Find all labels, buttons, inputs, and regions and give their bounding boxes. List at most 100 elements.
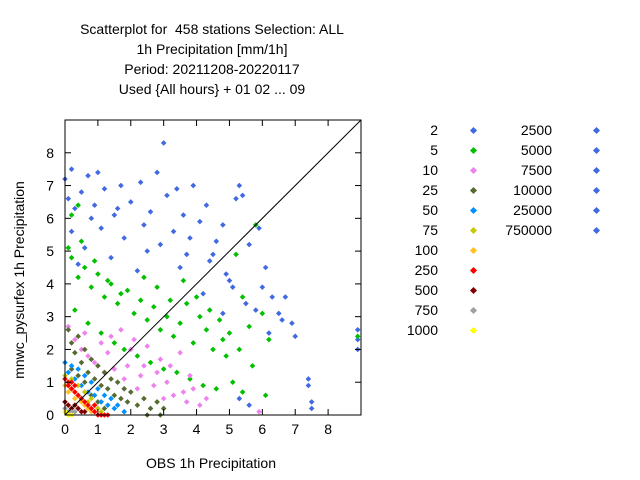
data-point [239, 192, 246, 199]
data-point [164, 379, 170, 386]
data-point [78, 382, 85, 389]
data-point [259, 310, 266, 317]
data-point [121, 376, 127, 382]
data-point [220, 336, 226, 343]
data-point [183, 300, 190, 307]
data-point [305, 382, 312, 389]
diagonal-reference-line [64, 119, 362, 416]
data-point [134, 267, 141, 274]
data-point [72, 349, 78, 356]
data-point [78, 238, 85, 245]
data-point [256, 225, 262, 231]
data-point [101, 369, 108, 376]
data-point [124, 399, 131, 405]
data-point [236, 346, 243, 353]
data-point [197, 402, 203, 408]
data-point [72, 395, 78, 402]
data-point [104, 277, 111, 284]
data-point [124, 287, 131, 294]
data-point [160, 405, 167, 412]
data-point [190, 182, 197, 189]
data-point [154, 169, 160, 176]
legend-label: 25000 [513, 202, 552, 218]
data-point [85, 369, 91, 376]
data-point [98, 225, 104, 231]
plot-area [62, 140, 361, 418]
data-point [275, 310, 282, 317]
data-point [95, 405, 101, 412]
data-point [203, 326, 210, 333]
data-point [75, 392, 81, 399]
y-tick-label: 1 [46, 374, 54, 390]
data-point [118, 326, 124, 333]
data-point [98, 399, 104, 405]
data-point [289, 320, 295, 327]
data-point [216, 317, 223, 323]
y-tick-label: 4 [46, 276, 54, 292]
data-point [170, 392, 177, 399]
data-point [121, 235, 127, 241]
data-point [134, 385, 141, 392]
data-point [114, 402, 121, 408]
data-point [85, 402, 91, 408]
data-point [75, 366, 81, 372]
data-point [354, 336, 361, 343]
data-point [187, 235, 193, 241]
data-point [81, 346, 88, 353]
data-point [256, 408, 262, 415]
data-point [85, 320, 91, 327]
data-point [154, 399, 160, 405]
data-point [121, 346, 127, 353]
legend-label: 100 [414, 242, 438, 258]
data-point [141, 363, 147, 369]
data-point [68, 363, 75, 369]
data-point [220, 310, 226, 317]
data-point [187, 372, 193, 379]
data-point [157, 241, 164, 248]
data-point [108, 254, 114, 261]
data-point [81, 330, 88, 336]
data-point [111, 212, 118, 218]
data-point [200, 382, 206, 389]
data-point [75, 333, 81, 340]
data-point [180, 389, 187, 395]
chart-title-line-4: Used {All hours} + 01 02 ... 09 [118, 81, 306, 97]
x-tick-label: 8 [324, 421, 332, 437]
data-point [88, 215, 95, 222]
data-point [144, 343, 151, 349]
data-point [164, 313, 170, 320]
data-point [111, 340, 118, 346]
data-point [75, 202, 81, 209]
y-tick-label: 3 [46, 309, 54, 325]
chart-title-line-2: 1h Precipitation [mm/1h] [136, 41, 288, 57]
data-point [223, 353, 229, 359]
data-point [134, 402, 141, 408]
data-point [154, 284, 160, 290]
data-point [210, 251, 216, 258]
data-point [101, 186, 108, 192]
data-point [118, 182, 124, 189]
data-point [154, 369, 160, 376]
data-point [75, 372, 81, 379]
data-point [85, 172, 91, 179]
data-point [141, 395, 147, 402]
data-point [190, 340, 197, 346]
x-tick-label: 7 [291, 421, 299, 437]
data-point [160, 140, 167, 146]
legend-label: 50 [422, 202, 438, 218]
legend-label: 2500 [520, 122, 552, 138]
data-point [229, 379, 236, 386]
data-point [104, 402, 111, 408]
data-point [68, 228, 75, 235]
data-point [88, 379, 95, 386]
data-point [85, 399, 91, 405]
data-point [81, 379, 88, 386]
data-point [91, 408, 98, 415]
data-point [95, 385, 101, 392]
data-point [108, 333, 114, 340]
data-point [104, 349, 111, 356]
data-point [88, 356, 95, 363]
data-point [144, 248, 151, 254]
data-point [151, 382, 157, 389]
